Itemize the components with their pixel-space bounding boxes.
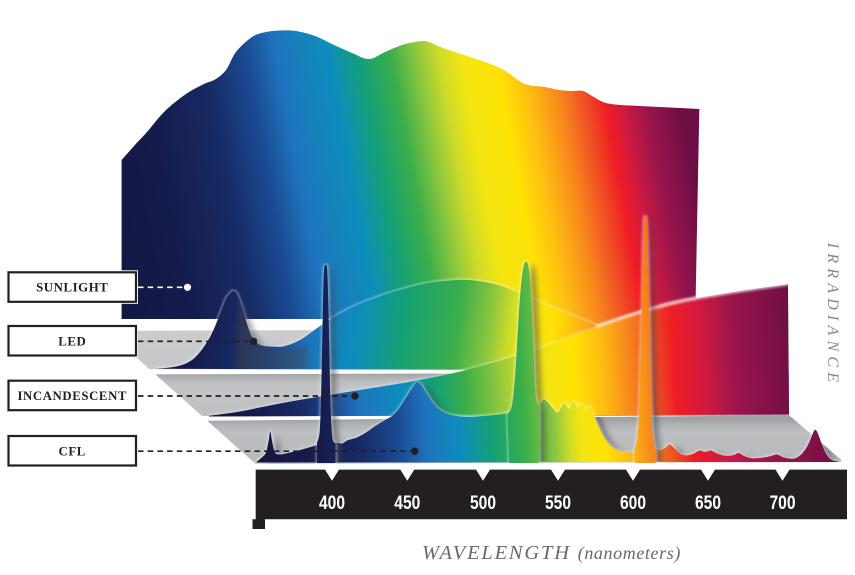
- svg-text:INCANDESCENT: INCANDESCENT: [17, 389, 127, 403]
- svg-text:400: 400: [319, 492, 345, 514]
- svg-text:LED: LED: [58, 334, 86, 348]
- svg-text:500: 500: [470, 492, 496, 514]
- svg-text:450: 450: [394, 492, 420, 514]
- svg-text:CFL: CFL: [59, 444, 86, 458]
- svg-text:SUNLIGHT: SUNLIGHT: [36, 281, 108, 295]
- svg-text:WAVELENGTH (nanometers): WAVELENGTH (nanometers): [422, 542, 681, 564]
- svg-text:700: 700: [770, 492, 796, 514]
- svg-text:550: 550: [545, 492, 571, 514]
- svg-text:600: 600: [620, 492, 646, 514]
- svg-text:650: 650: [695, 492, 721, 514]
- svg-text:IRRADIANCE: IRRADIANCE: [824, 242, 841, 387]
